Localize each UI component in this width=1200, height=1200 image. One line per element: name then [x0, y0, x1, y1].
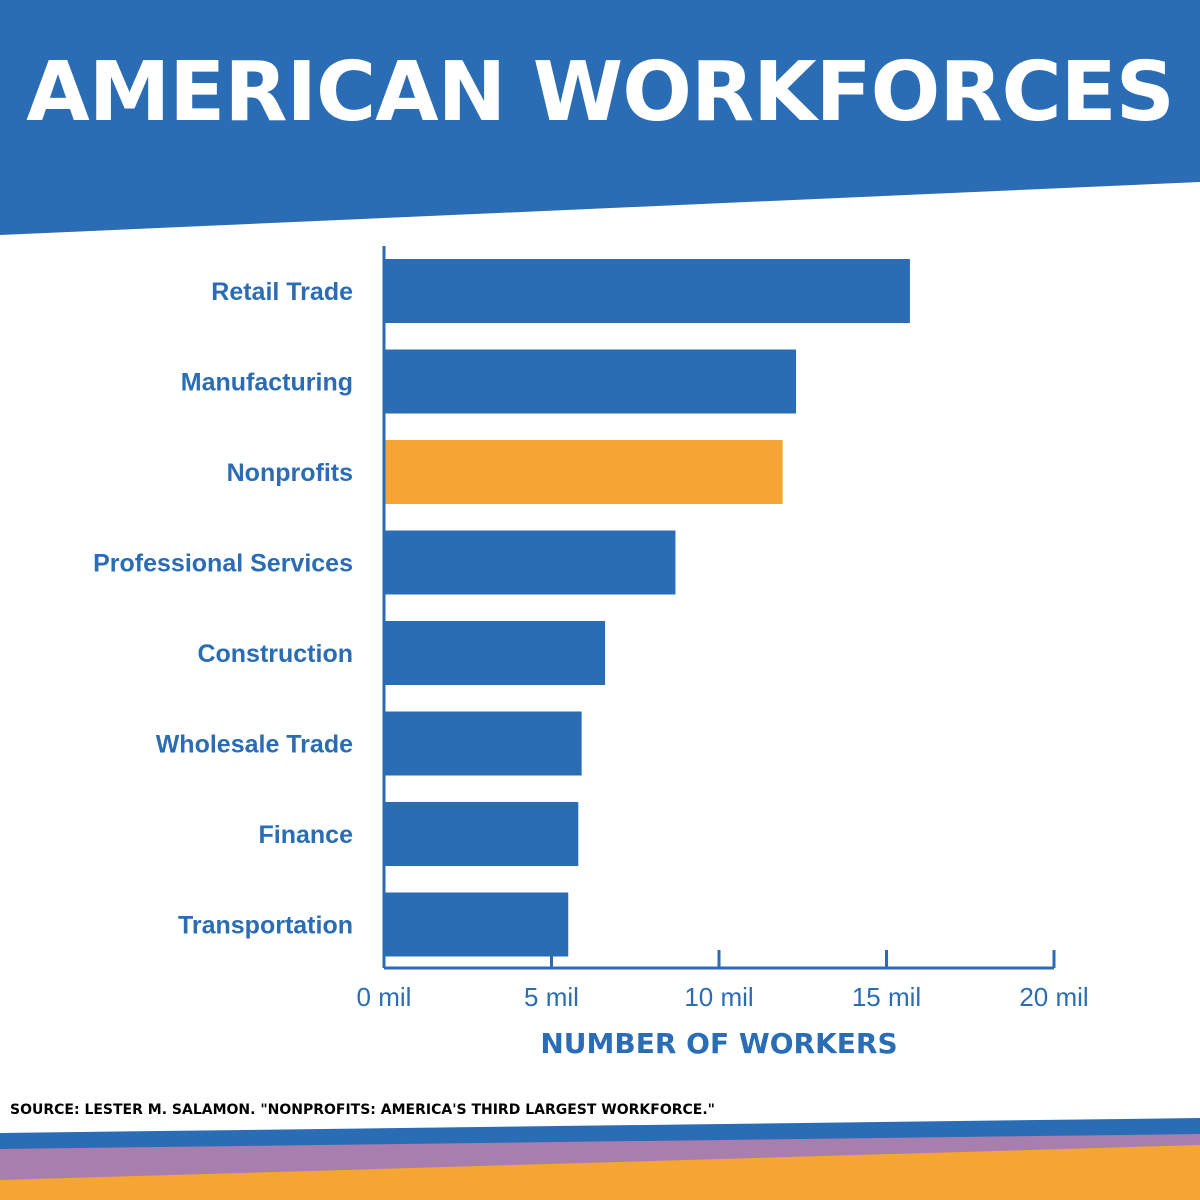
- x-tick-label-10: 10 mil: [684, 982, 753, 1012]
- header-banner: [0, 0, 1200, 235]
- bar-professional-services: [384, 530, 676, 595]
- category-label-wholesale-trade: Wholesale Trade: [156, 731, 353, 759]
- page-title: AMERICAN WORKFORCES: [26, 45, 1175, 140]
- source-citation: SOURCE: LESTER M. SALAMON. "NONPROFITS: …: [10, 1102, 715, 1118]
- category-label-professional-services: Professional Services: [93, 550, 353, 578]
- x-tick-label-5: 5 mil: [524, 982, 579, 1012]
- labels-layer: Retail Trade Manufacturing Nonprofits Profe…: [93, 278, 1089, 1060]
- bar-nonprofits: [384, 440, 783, 504]
- category-label-transportation: Transportation: [178, 912, 353, 940]
- bars-layer: [384, 259, 910, 957]
- bar-chart: Retail Trade Manufacturing Nonprofits Profe…: [93, 246, 1089, 1060]
- axes-layer: [382, 246, 1056, 970]
- category-label-manufacturing: Manufacturing: [181, 369, 353, 397]
- footer-stripes: [0, 1118, 1200, 1200]
- x-axis-title: NUMBER OF WORKERS: [540, 1027, 897, 1060]
- category-label-retail-trade: Retail Trade: [211, 278, 353, 306]
- bar-retail-trade: [384, 259, 910, 323]
- category-label-construction: Construction: [197, 640, 353, 668]
- bar-manufacturing: [384, 349, 797, 414]
- x-tick-label-15: 15 mil: [852, 982, 921, 1012]
- x-tick-label-0: 0 mil: [357, 982, 412, 1012]
- category-label-finance: Finance: [259, 821, 354, 849]
- category-label-nonprofits: Nonprofits: [227, 459, 353, 487]
- bar-finance: [384, 802, 579, 866]
- bar-wholesale-trade: [384, 711, 582, 776]
- x-tick-label-20: 20 mil: [1019, 982, 1088, 1012]
- bar-construction: [384, 621, 606, 685]
- bar-transportation: [384, 892, 569, 957]
